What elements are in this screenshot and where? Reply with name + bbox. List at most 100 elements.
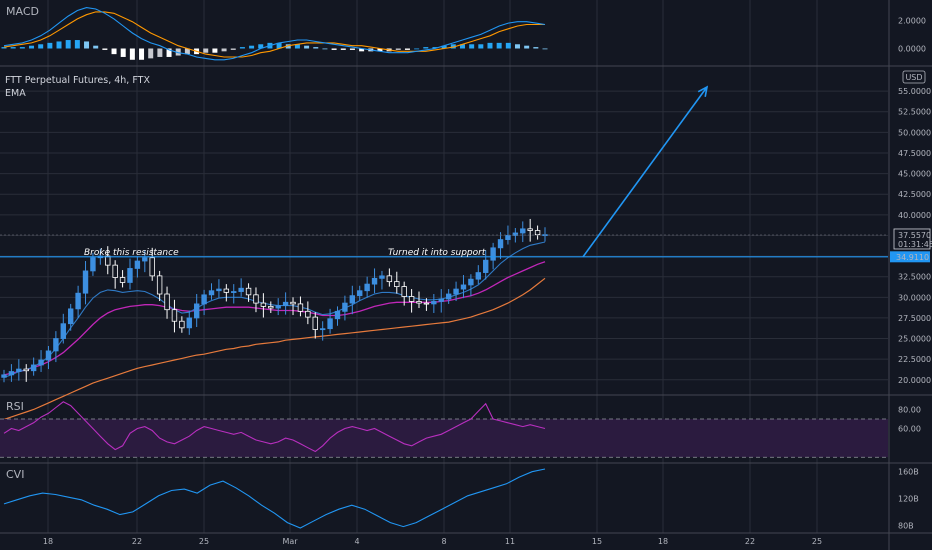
candle-body-0 [1, 374, 7, 378]
price-tick-label-12: 25.0000 [898, 335, 931, 344]
macd-hist-bar-27 [249, 45, 255, 49]
ema-slow-line [3, 277, 546, 420]
candle-18 [134, 256, 141, 278]
candle-64 [475, 265, 482, 285]
candles [1, 218, 548, 383]
candle-35 [260, 293, 267, 318]
price-pane[interactable] [0, 85, 888, 420]
candle-25 [186, 310, 192, 335]
macd-hist-bar-2 [19, 47, 25, 49]
macd-hist-bar-23 [212, 48, 218, 53]
candle-body-21 [156, 275, 163, 295]
candle-56 [416, 291, 422, 309]
time-tick-label-8: 18 [658, 537, 668, 546]
rsi-pane[interactable]: 80.00 60.00 [0, 401, 921, 458]
candle-body-17 [127, 268, 133, 283]
macd-pane[interactable]: 2.0000 0.0000 [1, 7, 927, 61]
candle-5 [38, 350, 44, 372]
candle-body-44 [327, 318, 333, 330]
macd-hist-bar-31 [285, 44, 291, 49]
time-tick-label-7: 15 [592, 537, 602, 546]
macd-hist-bar-54 [496, 42, 502, 49]
cvi-pane[interactable]: 160B 120B 80B [3, 468, 919, 531]
projection-arrow-shaft [582, 86, 708, 258]
macd-hist-bar-7 [65, 40, 71, 49]
price-tick-label-11: 27.5000 [898, 314, 931, 323]
candle-21 [156, 270, 163, 302]
candle-7 [53, 331, 59, 363]
cvi-tick-label-2: 80B [898, 521, 914, 530]
macd-hist-bar-45 [414, 48, 420, 50]
cvi-tick-label-1: 120B [898, 495, 919, 504]
candle-body-62 [460, 284, 467, 290]
macd-hist-bar-13 [120, 48, 126, 57]
candle-54 [401, 281, 407, 306]
candle-body-9 [67, 308, 74, 325]
price-tick-label-14: 20.0000 [898, 376, 931, 385]
macd-hist-bar-11 [102, 48, 108, 50]
candle-23 [171, 299, 178, 333]
candle-body-48 [357, 290, 363, 297]
macd-hist-bar-25 [230, 48, 236, 50]
candle-17 [127, 258, 133, 290]
currency-badge[interactable]: USD [902, 70, 926, 84]
candle-10 [75, 285, 81, 318]
macd-hist-bar-1 [10, 47, 16, 49]
price-tick-label-13: 22.5000 [898, 355, 931, 364]
candle-body-14 [105, 255, 111, 266]
price-tick-label-6: 40.0000 [898, 211, 931, 220]
price-tick-label-3: 47.5000 [898, 149, 931, 158]
macd-hist-bar-51 [469, 44, 475, 49]
resistance-badge: 34.9110 [890, 251, 930, 263]
chart-title: FTT Perpetual Futures, 4h, FTX [5, 75, 150, 86]
candle-69 [512, 228, 519, 243]
candle-body-20 [149, 257, 155, 277]
macd-hist-bar-36 [331, 48, 337, 50]
candle-37 [275, 298, 281, 316]
candle-body-25 [186, 317, 192, 329]
last-price-value: 37.5570 [898, 231, 931, 240]
time-tick-label-2: 25 [199, 537, 209, 546]
candle-0 [1, 369, 7, 383]
candle-body-54 [401, 286, 407, 297]
macd-hist-bar-59 [542, 48, 548, 50]
macd-hist-bar-44 [404, 48, 410, 50]
candle-body-15 [112, 264, 118, 278]
time-tick-label-6: 11 [505, 537, 515, 546]
candle-body-69 [512, 232, 519, 236]
candle-51 [379, 270, 385, 290]
time-tick-label-1: 22 [132, 537, 142, 546]
price-axis[interactable]: 55.0000 52.5000 50.0000 47.5000 45.0000 42.50… [890, 87, 932, 385]
time-axis[interactable]: 18 22 25 Mar 4 8 11 15 18 22 25 [43, 537, 822, 546]
candle-body-30 [223, 288, 230, 293]
candle-body-36 [268, 305, 274, 309]
candle-26 [193, 294, 200, 328]
candle-body-6 [45, 350, 52, 361]
macd-signal-line [3, 11, 545, 58]
candle-43 [319, 321, 326, 341]
candle-32 [238, 278, 244, 297]
candle-59 [438, 289, 444, 313]
macd-hist-bar-19 [175, 48, 181, 56]
candle-body-59 [438, 298, 444, 302]
candle-body-39 [290, 301, 296, 305]
candle-6 [45, 345, 52, 370]
rsi-label: RSI [6, 400, 24, 413]
candle-40 [297, 296, 304, 317]
candle-44 [327, 308, 333, 334]
macd-hist-bar-18 [166, 48, 172, 57]
price-tick-label-2: 50.0000 [898, 128, 931, 137]
candle-11 [82, 261, 89, 305]
macd-hist-bar-17 [157, 48, 163, 57]
candle-61 [453, 281, 459, 302]
macd-hist-bar-48 [441, 45, 447, 49]
countdown-value: 01:31:45 [898, 240, 932, 249]
candle-67 [497, 232, 504, 259]
macd-hist-bar-39 [359, 48, 365, 52]
price-tick-label-0: 55.0000 [898, 87, 931, 96]
cvi-label: CVI [6, 468, 24, 481]
candle-body-19 [142, 257, 148, 262]
rsi-tick-label-0: 80.00 [898, 405, 921, 414]
